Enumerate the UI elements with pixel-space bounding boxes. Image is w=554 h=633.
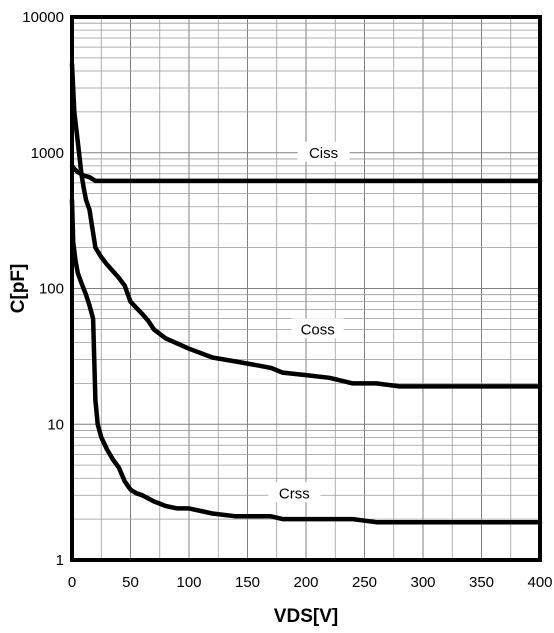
x-tick-label: 300 [410,574,435,591]
series-label-bg [297,141,350,162]
series-label-bg [268,482,321,503]
plot-frame [70,15,542,562]
x-tick-label: 250 [352,574,377,591]
series-labels: Ciss Coss Crss [268,141,350,503]
series-label-coss: Coss [301,321,335,338]
y-tick-label: 100 [39,281,64,298]
y-tick-labels: 1 10 100 1000 10000 [22,9,64,569]
y-axis-title: C[pF] [8,264,29,314]
x-tick-label: 400 [527,574,552,591]
series-line-crss [69,197,543,525]
x-tick-label: 50 [122,574,139,591]
series-line-ciss [69,163,543,184]
y-tick-label: 1000 [31,145,64,162]
series-label-bg [291,318,344,339]
x-tick-label: 200 [293,574,318,591]
y-tick-label: 10000 [22,9,64,26]
y-tick-label: 10 [47,416,64,433]
grid [71,17,541,561]
x-tick-labels: 0 50 100 150 200 250 300 350 400 [68,574,553,591]
y-tick-label: 1 [56,552,64,569]
series-line-coss [69,61,543,389]
x-tick-label: 350 [469,574,494,591]
x-tick-label: 0 [68,574,76,591]
series-label-ciss: Ciss [309,145,338,162]
x-tick-label: 100 [176,574,201,591]
series-curves [69,61,543,525]
x-axis-title: VDS[V] [274,606,338,627]
x-tick-label: 150 [235,574,260,591]
series-label-crss: Crss [279,485,310,502]
